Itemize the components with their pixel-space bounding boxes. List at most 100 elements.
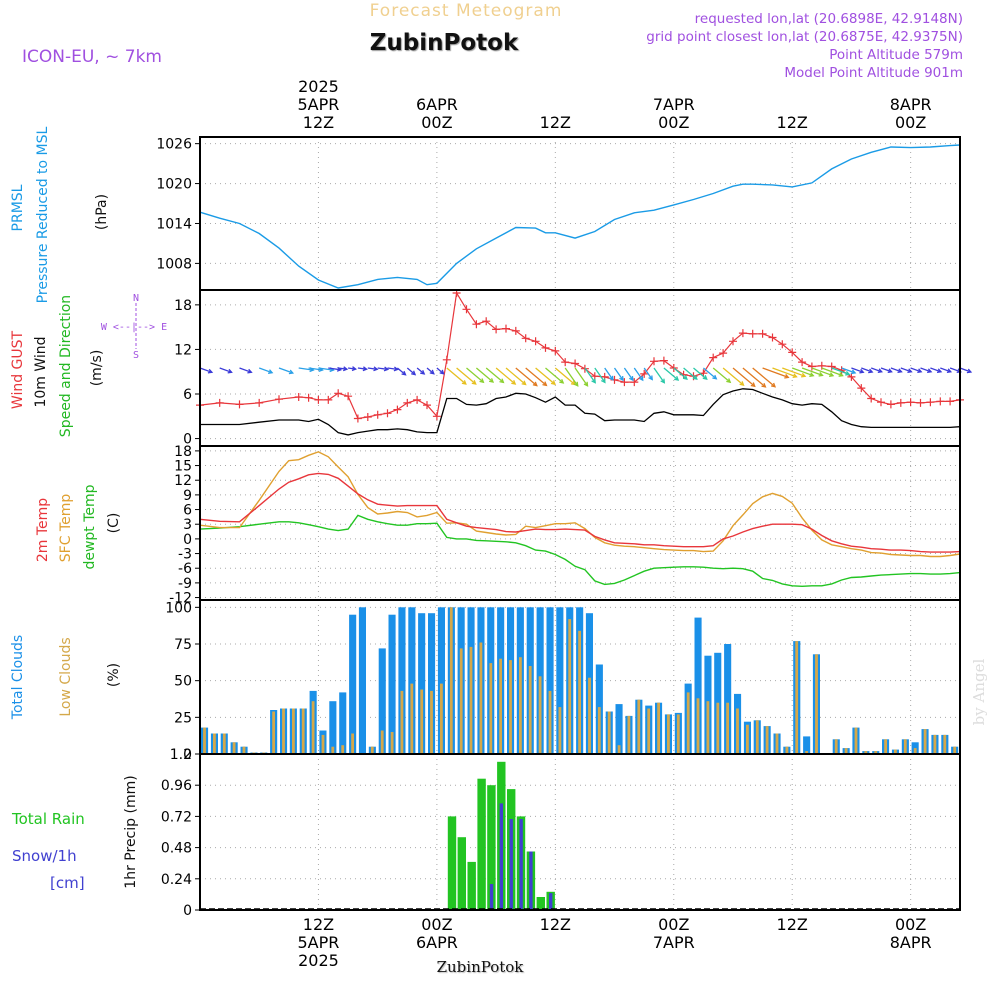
- wind-arrow-head: [583, 381, 589, 387]
- total-cloud-bar: [437, 607, 445, 754]
- gust-marker: [432, 412, 441, 421]
- low-cloud-bar: [509, 660, 512, 754]
- wind-arrow-head: [712, 374, 718, 380]
- rain-bar: [457, 837, 466, 910]
- wind-arrow-head: [207, 368, 214, 374]
- wind-arrow-head: [629, 376, 634, 382]
- wind-direction-arrow: [574, 367, 589, 387]
- low-cloud-bar: [489, 663, 493, 754]
- y-tick-label: 1008: [156, 256, 192, 272]
- low-cloud-bar: [459, 648, 463, 754]
- gust-marker: [363, 413, 372, 421]
- wind-direction-arrow: [426, 367, 435, 375]
- wind-direction-arrow: [949, 367, 961, 373]
- wind-direction-arrow: [712, 367, 731, 383]
- y-tick-label: 18: [174, 444, 192, 460]
- total-cloud-bar: [615, 704, 623, 754]
- gust-marker: [502, 324, 510, 333]
- wind-direction-arrow: [920, 367, 932, 373]
- wind-arrow-head: [429, 369, 435, 375]
- wind-direction-arrow: [870, 367, 882, 373]
- wind-arrow-head: [660, 378, 666, 384]
- gust-marker: [314, 395, 323, 404]
- gust-marker: [383, 409, 392, 418]
- gust-marker: [551, 346, 560, 355]
- y-tick-label: 0.96: [161, 778, 192, 794]
- low-cloud-bar: [637, 699, 641, 754]
- wind-arrow-head: [770, 382, 777, 388]
- wind-arrow-head: [966, 368, 973, 374]
- wind-gust-label: Wind GUST: [10, 330, 26, 409]
- total-rain-label: Total Rain: [11, 810, 85, 828]
- low-cloud-bar: [242, 746, 246, 754]
- wind-arrow-head: [648, 375, 653, 381]
- low-cloud-bar: [390, 732, 394, 754]
- low-cloud-bar: [676, 714, 680, 754]
- wind-direction-arrow: [633, 367, 644, 381]
- wind-direction-arrow: [545, 367, 564, 384]
- top-time-label: 12Z: [303, 113, 334, 132]
- low-cloud-bar: [795, 641, 799, 754]
- wind-direction-arrow: [199, 367, 213, 373]
- gust-marker: [324, 395, 333, 404]
- wind-arrow-head: [601, 378, 606, 384]
- wind-direction-arrow: [466, 367, 484, 383]
- wind-arrow-head: [499, 378, 505, 384]
- wind-arrow-head: [638, 376, 644, 382]
- low-cloud-bar: [213, 733, 216, 754]
- total-cloud-bar: [329, 701, 337, 754]
- snow-bar: [529, 851, 533, 910]
- gust-marker: [294, 393, 303, 401]
- wind-direction-arrow: [801, 367, 823, 377]
- rain-bar: [447, 816, 457, 910]
- wind-arrow-head: [927, 368, 933, 374]
- wind-arrow-head: [887, 368, 893, 374]
- y-tick-label: 12: [174, 473, 192, 489]
- wind-direction-arrow: [456, 367, 477, 385]
- low-cloud-bar: [657, 702, 660, 754]
- pressure-labels: PRMSL Pressure Reduced to MSL (hPa): [10, 126, 110, 303]
- bottom-time-label: 8APR: [890, 933, 932, 952]
- low-cloud-bar: [746, 724, 749, 754]
- wind-direction-arrow: [357, 367, 367, 370]
- total-cloud-bar: [556, 607, 564, 754]
- prmsl-label: PRMSL: [10, 184, 26, 231]
- wind-arrow-head: [818, 371, 824, 377]
- wind-direction-arrow: [594, 367, 606, 383]
- wind-direction-arrow: [880, 367, 892, 373]
- wind-arrow-head: [591, 378, 596, 384]
- low-cloud-bar: [736, 708, 739, 754]
- wind-direction-arrow: [673, 367, 688, 380]
- wind-direction-arrow: [525, 367, 547, 386]
- wind-arrow-head: [542, 381, 548, 387]
- wind-direction-arrow: [475, 367, 494, 383]
- wind-arrow-head: [761, 382, 767, 388]
- top-time-label: 12Z: [540, 113, 571, 132]
- wind-direction-arrow: [535, 367, 556, 385]
- y-tick-label: 1014: [156, 216, 192, 232]
- low-cloud-bar: [923, 729, 927, 754]
- low-cloud-bar: [301, 708, 305, 754]
- wind-direction-arrow: [861, 367, 873, 373]
- gust-marker: [936, 397, 945, 406]
- wind-direction-arrow: [367, 367, 378, 370]
- wind-direction-arrow: [338, 367, 347, 370]
- gust-marker: [403, 398, 412, 407]
- wind-direction-arrow: [683, 367, 698, 380]
- bottom-time-label: 00Z: [658, 915, 689, 934]
- top-time-label: 6APR: [416, 95, 458, 114]
- rain-bar: [467, 861, 476, 910]
- low-cloud-bar: [894, 749, 897, 754]
- low-cloud-bar: [597, 707, 601, 754]
- gust-marker: [857, 384, 866, 393]
- wind-arrow-head: [488, 378, 495, 383]
- wind-direction-arrow: [831, 367, 850, 376]
- low-cloud-bar: [292, 708, 295, 754]
- wind-direction-arrow: [821, 367, 843, 377]
- total-cloud-bar: [349, 614, 357, 754]
- low-cloud-bar: [568, 619, 572, 754]
- low-cloud-bar: [321, 734, 325, 754]
- precip-labels: Total Rain Snow/1h [cm] 1hr Precip (mm): [11, 775, 139, 892]
